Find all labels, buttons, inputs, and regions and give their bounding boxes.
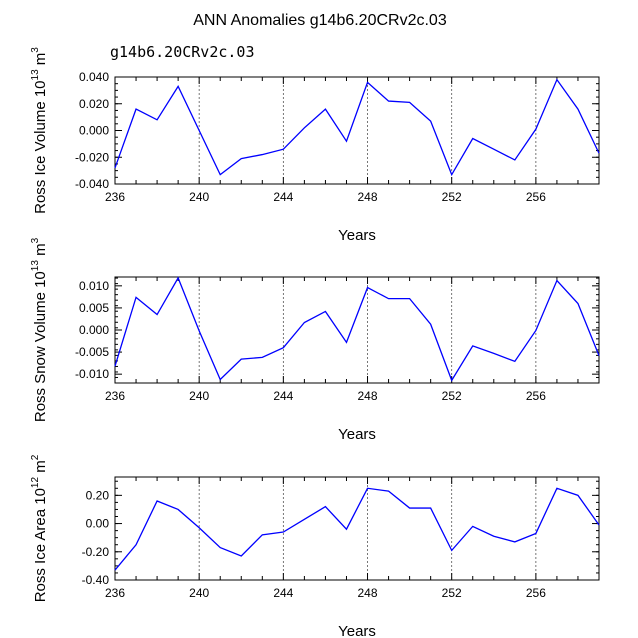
x-tick-label: 244 [273, 389, 293, 403]
y-axis-label: Ross Ice Area 1012 m2 [30, 454, 49, 602]
y-tick-label: 0.000 [79, 124, 109, 138]
x-axis-label: Years [338, 227, 376, 244]
x-tick-label: 248 [358, 389, 378, 403]
y-tick-label: 0.000 [79, 323, 109, 337]
panel-ross-snow-volume: 236 240 244 248 252 256 -0.010 -0.005 0.000 0.005… [30, 237, 600, 443]
series-line [114, 276, 600, 382]
x-tick-label: 236 [105, 586, 125, 600]
y-tick-label: -0.010 [75, 367, 109, 381]
y-tick-label: 0.020 [79, 97, 109, 111]
y-tick-label: 0.20 [86, 488, 110, 502]
y-tick-label: 0.005 [79, 301, 109, 315]
y-tick-label: 0.00 [86, 517, 110, 531]
y-axis-label: Ross Snow Volume 1013 m3 [30, 237, 49, 422]
x-tick-label: 244 [273, 586, 293, 600]
y-tick-label: -0.040 [75, 177, 109, 191]
x-tick-label: 240 [189, 389, 209, 403]
x-axis-label: Years [338, 623, 376, 638]
x-tick-label: 236 [105, 389, 125, 403]
plot-frame [114, 76, 600, 185]
x-tick-label: 240 [189, 586, 209, 600]
y-tick-label: -0.020 [75, 150, 109, 164]
x-tick-label: 252 [442, 190, 462, 204]
x-tick-label: 244 [273, 190, 293, 204]
x-tick-label: 252 [442, 389, 462, 403]
y-tick-label: 0.010 [79, 279, 109, 293]
series-line [114, 78, 600, 177]
panel-ross-ice-volume: 236 240 244 248 252 256 -0.040 -0.020 0.000 0.020… [30, 47, 600, 244]
y-tick-label: -0.40 [82, 573, 110, 587]
plot-frame [114, 476, 600, 581]
figure-title: ANN Anomalies g14b6.20CRv2c.03 [193, 12, 447, 29]
x-tick-label: 248 [358, 586, 378, 600]
y-axis-label: Ross Ice Volume 1013 m3 [30, 47, 49, 214]
case-label: g14b6.20CRv2c.03 [110, 43, 255, 61]
x-tick-label: 240 [189, 190, 209, 204]
panel-ross-ice-area: 236 240 244 248 252 256 -0.40 -0.20 0.00 0.20 Year… [30, 454, 600, 638]
y-tick-label: 0.040 [79, 70, 109, 84]
x-tick-label: 248 [358, 190, 378, 204]
y-tick-label: -0.005 [75, 345, 109, 359]
y-tick-label: -0.20 [82, 545, 110, 559]
x-tick-label: 252 [442, 586, 462, 600]
x-tick-label: 256 [526, 389, 546, 403]
x-tick-label: 256 [526, 586, 546, 600]
x-axis-label: Years [338, 426, 376, 443]
x-tick-label: 256 [526, 190, 546, 204]
chart-panels: 236 240 244 248 252 256 -0.040 -0.020 0.000 0.020… [30, 47, 600, 638]
plot-frame [114, 276, 600, 384]
x-tick-label: 236 [105, 190, 125, 204]
series-line [114, 487, 600, 571]
